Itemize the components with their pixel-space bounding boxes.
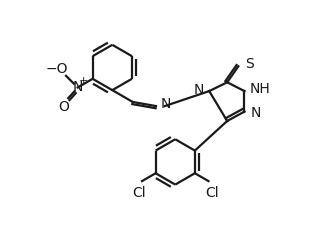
Text: +: + [79,76,89,86]
Text: N: N [161,98,171,112]
Text: O: O [59,100,70,114]
Text: N: N [250,106,261,120]
Text: Cl: Cl [205,186,219,200]
Text: N: N [72,81,83,94]
Text: Cl: Cl [132,186,146,200]
Text: S: S [245,57,254,71]
Text: NH: NH [249,82,270,96]
Text: N: N [193,83,204,97]
Text: −O: −O [45,62,68,76]
